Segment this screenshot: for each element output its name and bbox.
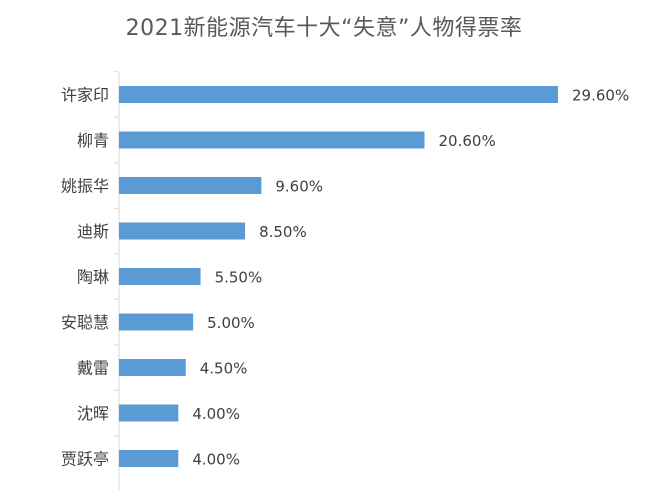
category-label: 陶琳: [77, 268, 109, 287]
category-label: 安聪慧: [61, 313, 109, 332]
category-label: 迪斯: [77, 222, 109, 241]
bar: [119, 450, 179, 467]
category-label: 沈晖: [77, 404, 109, 423]
data-label: 5.50%: [215, 269, 263, 287]
category-label: 贾跃亭: [61, 450, 109, 469]
data-label: 4.50%: [200, 360, 248, 378]
bar: [119, 268, 201, 285]
bar: [119, 359, 186, 376]
category-label: 姚振华: [61, 177, 109, 196]
data-label: 4.00%: [192, 405, 240, 423]
data-label: 29.60%: [572, 87, 629, 105]
bar: [119, 177, 262, 194]
bar: [119, 131, 425, 149]
category-label: 许家印: [61, 86, 109, 105]
bar: [119, 222, 246, 240]
data-label: 20.60%: [439, 132, 496, 150]
bar: [119, 86, 558, 103]
bar: [119, 404, 179, 422]
data-label: 8.50%: [259, 223, 307, 241]
chart-title: 2021新能源汽车十大“失意”人物得票率: [125, 16, 523, 41]
category-label: 戴雷: [77, 359, 109, 378]
bar: [119, 313, 194, 331]
data-label: 9.60%: [275, 178, 323, 196]
data-label: 4.00%: [192, 451, 240, 469]
category-label: 柳青: [77, 131, 109, 150]
data-label: 5.00%: [207, 314, 255, 332]
